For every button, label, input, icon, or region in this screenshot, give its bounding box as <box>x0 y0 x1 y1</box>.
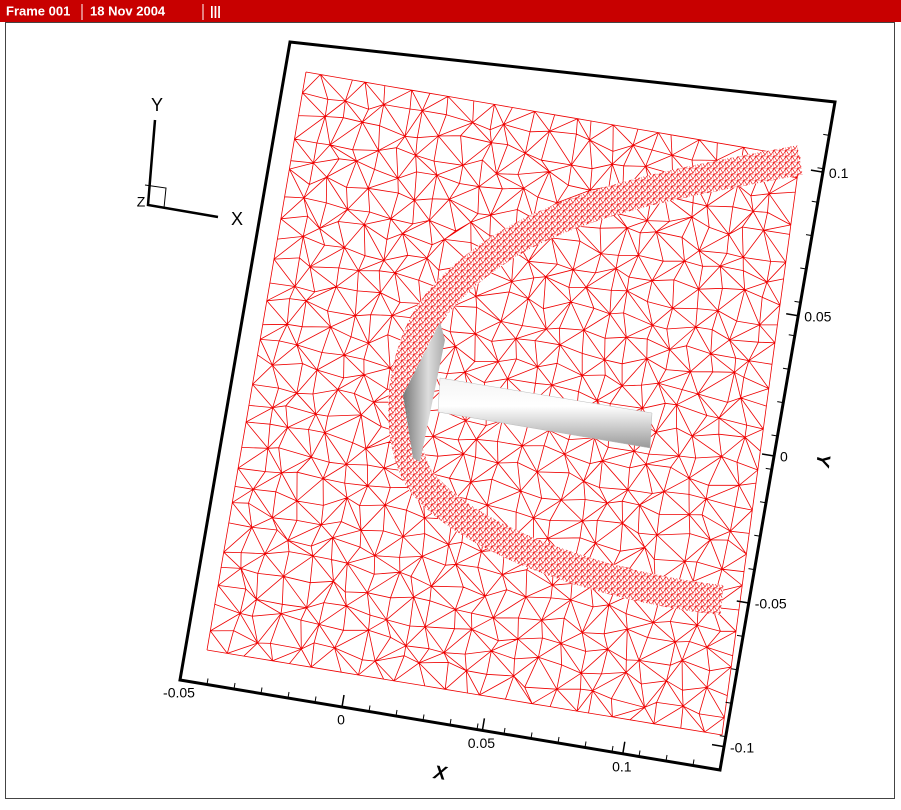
x-axis-title: X <box>431 762 449 785</box>
frame-label: Frame 001 <box>6 3 70 18</box>
triad: Y X Z <box>137 95 243 229</box>
y-tick <box>712 745 724 747</box>
y-tick-label: 0 <box>780 449 788 465</box>
triad-axes <box>148 120 218 217</box>
page: Frame 001 18 Nov 2004 ||| Y X Z X Y -0.0… <box>0 0 901 805</box>
bars-label: ||| <box>210 3 221 18</box>
x-tick-label: -0.05 <box>163 685 195 701</box>
refined-band <box>403 160 800 600</box>
x-tick-label: 0.1 <box>612 759 632 775</box>
date-label: 18 Nov 2004 <box>90 3 166 18</box>
y-tick-label: 0.05 <box>804 308 831 324</box>
x-tick <box>623 742 625 754</box>
y-tick <box>762 454 774 456</box>
screen: Frame 001 18 Nov 2004 ||| Y X Z X Y -0.0… <box>0 0 901 805</box>
x-tick <box>482 718 484 730</box>
triad-z: Z <box>137 194 146 210</box>
x-tick-label: 0 <box>337 712 345 728</box>
y-tick-label: -0.05 <box>755 596 787 612</box>
y-tick-label: -0.1 <box>730 739 754 755</box>
x-tick-label: 0.05 <box>468 735 495 751</box>
y-axis-title: Y <box>811 452 834 470</box>
y-tick <box>786 314 798 316</box>
triad-x: X <box>231 209 243 229</box>
y-tick <box>811 170 823 172</box>
triad-y: Y <box>151 95 163 115</box>
y-tick-label: 0.1 <box>829 165 849 181</box>
